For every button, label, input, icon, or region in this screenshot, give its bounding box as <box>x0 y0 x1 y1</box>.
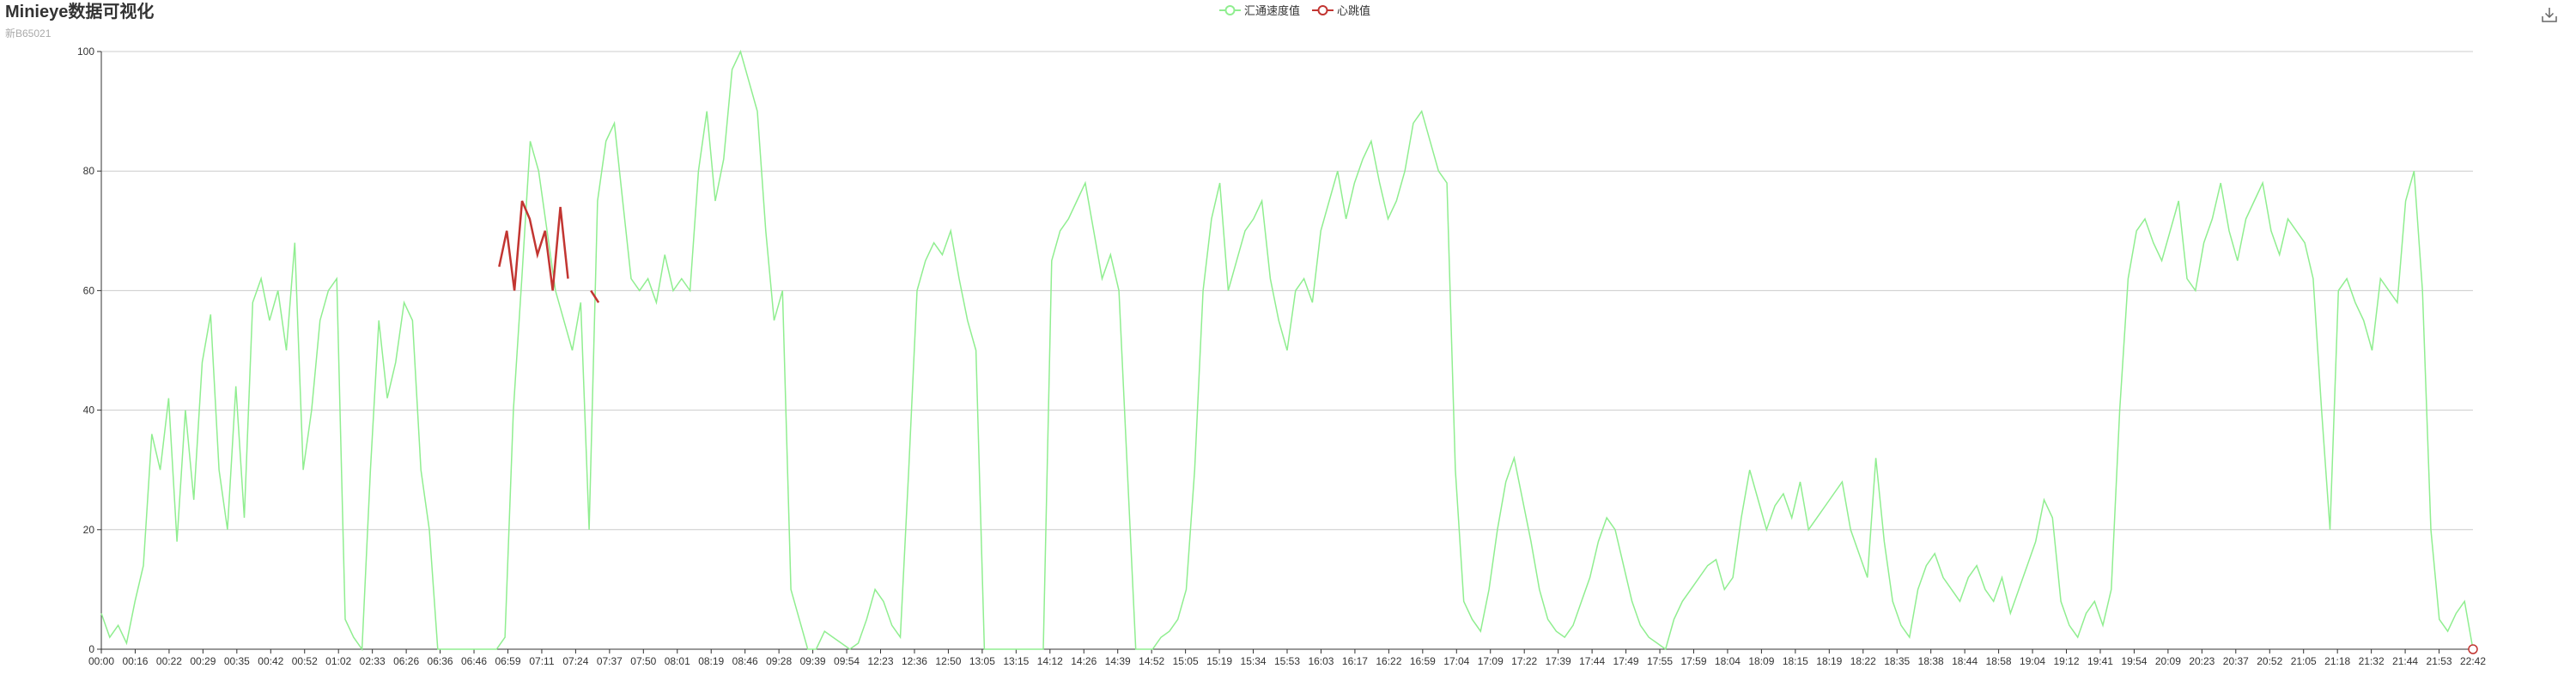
x-tick-label: 18:04 <box>1715 655 1741 667</box>
x-tick-label: 15:05 <box>1173 655 1199 667</box>
x-tick-label: 00:42 <box>258 655 283 667</box>
x-tick-label: 20:23 <box>2189 655 2215 667</box>
x-tick-label: 21:32 <box>2359 655 2385 667</box>
x-tick-label: 07:24 <box>562 655 588 667</box>
x-tick-label: 07:50 <box>630 655 656 667</box>
x-tick-label: 17:04 <box>1443 655 1469 667</box>
x-tick-label: 21:44 <box>2392 655 2418 667</box>
x-tick-label: 17:22 <box>1511 655 1537 667</box>
x-tick-label: 14:52 <box>1139 655 1164 667</box>
x-tick-label: 17:44 <box>1579 655 1605 667</box>
circle-marker-icon <box>1219 4 1241 15</box>
y-tick-label: 0 <box>88 643 94 655</box>
x-tick-label: 09:54 <box>834 655 860 667</box>
x-tick-label: 20:09 <box>2155 655 2181 667</box>
legend-label-speed: 汇通速度值 <box>1244 4 1301 17</box>
x-tick-label: 19:12 <box>2053 655 2079 667</box>
x-tick-label: 18:09 <box>1748 655 1774 667</box>
x-tick-label: 19:41 <box>2087 655 2113 667</box>
x-tick-label: 07:37 <box>597 655 623 667</box>
x-tick-label: 18:22 <box>1850 655 1876 667</box>
legend-item-heartbeat[interactable]: 心跳值 <box>1312 2 1370 18</box>
x-tick-label: 00:29 <box>190 655 216 667</box>
x-tick-label: 18:15 <box>1783 655 1808 667</box>
x-tick-label: 12:23 <box>867 655 893 667</box>
legend-item-speed[interactable]: 汇通速度值 <box>1219 2 1300 18</box>
x-tick-label: 18:19 <box>1816 655 1842 667</box>
x-tick-label: 02:33 <box>360 655 386 667</box>
chart-subtitle: 新B65021 <box>5 27 52 40</box>
x-tick-label: 16:59 <box>1410 655 1436 667</box>
x-tick-label: 15:19 <box>1206 655 1232 667</box>
y-tick-label: 60 <box>83 284 95 296</box>
chart-title: Minieye数据可视化 <box>5 3 155 21</box>
x-tick-label: 06:26 <box>393 655 419 667</box>
x-tick-label: 01:02 <box>325 655 351 667</box>
x-tick-label: 17:39 <box>1546 655 1571 667</box>
x-tick-label: 15:34 <box>1241 655 1267 667</box>
x-tick-label: 17:49 <box>1613 655 1639 667</box>
x-tick-label: 21:05 <box>2291 655 2317 667</box>
x-tick-label: 14:39 <box>1105 655 1131 667</box>
x-tick-label: 17:09 <box>1478 655 1504 667</box>
download-icon <box>2542 8 2557 22</box>
x-tick-label: 16:17 <box>1342 655 1368 667</box>
x-tick-label: 22:42 <box>2460 655 2486 667</box>
x-tick-label: 13:05 <box>969 655 995 667</box>
x-tick-label: 18:58 <box>1986 655 2012 667</box>
series-line-heartbeat <box>499 201 2473 649</box>
y-tick-label: 20 <box>83 524 95 536</box>
x-tick-label: 17:59 <box>1680 655 1706 667</box>
x-tick-label: 08:19 <box>698 655 724 667</box>
x-tick-label: 06:59 <box>495 655 520 667</box>
x-tick-label: 00:00 <box>88 655 114 667</box>
x-tick-label: 09:28 <box>766 655 792 667</box>
series-line-speed <box>100 49 2474 652</box>
x-tick-label: 12:36 <box>902 655 927 667</box>
y-axis: 0 20 40 60 80 100 <box>77 46 102 655</box>
x-tick-label: 17:55 <box>1647 655 1673 667</box>
x-tick-label: 14:12 <box>1037 655 1063 667</box>
x-tick-label: 19:04 <box>2020 655 2045 667</box>
x-tick-label: 19:54 <box>2121 655 2147 667</box>
x-tick-label: 00:35 <box>224 655 250 667</box>
x-tick-label: 21:53 <box>2427 655 2452 667</box>
x-tick-label: 20:52 <box>2257 655 2282 667</box>
x-tick-label: 00:16 <box>122 655 148 667</box>
y-tick-label: 100 <box>77 46 94 58</box>
x-tick-label: 06:46 <box>461 655 487 667</box>
heartbeat-end-point[interactable] <box>2468 644 2478 654</box>
x-tick-label: 08:46 <box>732 655 758 667</box>
y-tick-label: 80 <box>83 165 95 177</box>
legend-label-heartbeat: 心跳值 <box>1337 4 1371 17</box>
x-tick-label: 16:22 <box>1376 655 1401 667</box>
x-tick-label: 20:37 <box>2223 655 2249 667</box>
x-tick-label: 00:52 <box>292 655 318 667</box>
x-tick-label: 08:01 <box>665 655 690 667</box>
x-tick-label: 13:15 <box>1003 655 1029 667</box>
x-tick-label: 18:35 <box>1884 655 1910 667</box>
x-tick-label: 15:53 <box>1274 655 1300 667</box>
title-block: Minieye数据可视化 新B65021 <box>5 2 154 40</box>
x-tick-label: 09:39 <box>800 655 826 667</box>
x-tick-label: 18:38 <box>1918 655 1944 667</box>
grid-lines <box>101 51 2473 650</box>
x-axis: 00:00 00:16 00:22 00:29 00:35 00:42 00:52 01:02… <box>88 649 2486 667</box>
x-tick-label: 18:44 <box>1952 655 1978 667</box>
x-tick-label: 00:22 <box>156 655 182 667</box>
x-tick-label: 14:26 <box>1071 655 1097 667</box>
x-tick-label: 16:03 <box>1308 655 1334 667</box>
legend: 汇通速度值 心跳值 <box>1219 2 1370 18</box>
x-tick-label: 06:36 <box>428 655 453 667</box>
circle-marker-icon <box>1312 4 1334 15</box>
x-tick-label: 07:11 <box>529 655 554 667</box>
download-button[interactable] <box>2540 5 2559 24</box>
series-layer <box>100 49 2478 654</box>
x-tick-label: 21:18 <box>2324 655 2350 667</box>
y-tick-label: 40 <box>83 404 95 416</box>
x-tick-label: 12:50 <box>935 655 961 667</box>
